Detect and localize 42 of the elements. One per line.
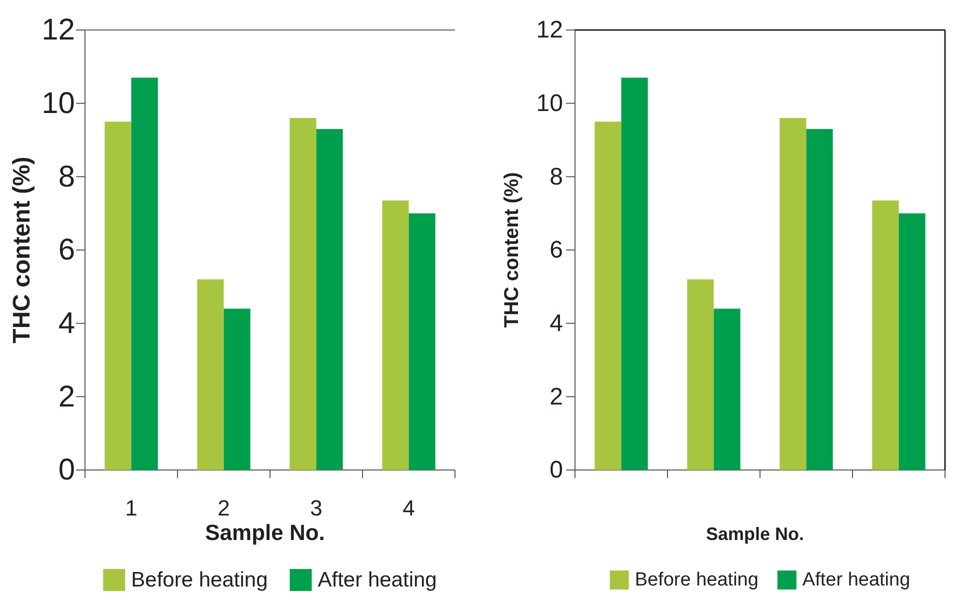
bar [224, 308, 250, 470]
bar [806, 129, 833, 470]
bar [621, 78, 648, 470]
bar [104, 122, 132, 470]
y-tick-label: 0 [550, 456, 563, 484]
bar [131, 78, 158, 470]
bar [290, 118, 316, 470]
y-tick-label: 8 [58, 160, 75, 194]
legend-label: Before heating [131, 568, 268, 592]
bar [780, 118, 806, 470]
y-axis-title: THC content (%) [8, 156, 36, 344]
bar [382, 200, 409, 470]
x-tick-label: 1 [125, 496, 138, 521]
bar [898, 213, 926, 470]
y-tick-label: 12 [42, 14, 75, 47]
x-axis-title: Sample No. [706, 524, 804, 544]
x-axis-title: Sample No. [205, 520, 325, 545]
legend-label: After heating [318, 568, 437, 592]
x-tick-label: 4 [402, 496, 415, 521]
y-tick-label: 0 [58, 454, 75, 487]
bar [594, 122, 622, 470]
bar [316, 129, 343, 470]
bar [408, 213, 436, 470]
bar [197, 279, 224, 470]
y-tick-label: 12 [536, 16, 563, 44]
x-tick-label: 2 [218, 496, 230, 521]
y-tick-label: 8 [550, 163, 563, 190]
y-axis-title: THC content (%) [501, 172, 523, 328]
x-tick-label: 3 [310, 496, 322, 521]
y-tick-label: 4 [550, 310, 563, 338]
legend-label: After heating [802, 570, 910, 590]
y-tick-label: 6 [58, 234, 75, 267]
y-tick-label: 10 [42, 86, 75, 120]
y-tick-label: 2 [550, 383, 563, 410]
bar [714, 308, 740, 470]
y-tick-label: 10 [536, 90, 563, 118]
bar [687, 279, 714, 470]
y-tick-label: 6 [550, 236, 563, 264]
y-tick-label: 2 [58, 380, 75, 414]
legend-label: Before heating [634, 570, 758, 590]
y-tick-label: 4 [58, 306, 75, 340]
bar [872, 200, 899, 470]
